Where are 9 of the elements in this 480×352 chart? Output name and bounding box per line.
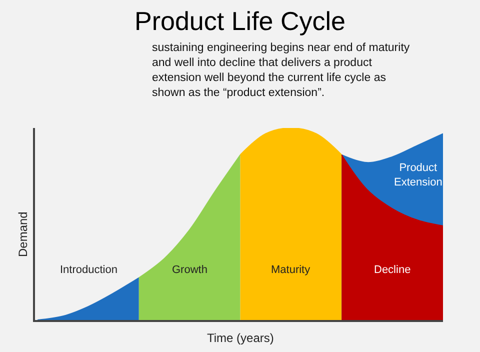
chart-title: Product Life Cycle <box>134 6 346 36</box>
series-label: Growth <box>172 264 208 276</box>
series-label: Maturity <box>271 264 311 276</box>
series-label: Decline <box>374 264 411 276</box>
y-axis-title: Demand <box>16 212 30 257</box>
chart-subtitle: sustaining engineering begins near end of maturity and well into decline that delivers a product extension well beyond the current life cycle as shown as the “product extension”. <box>152 42 410 99</box>
series-label: Introduction <box>60 264 118 276</box>
series-label: Product Extension <box>394 162 442 188</box>
x-axis-title: Time (years) <box>207 331 274 345</box>
